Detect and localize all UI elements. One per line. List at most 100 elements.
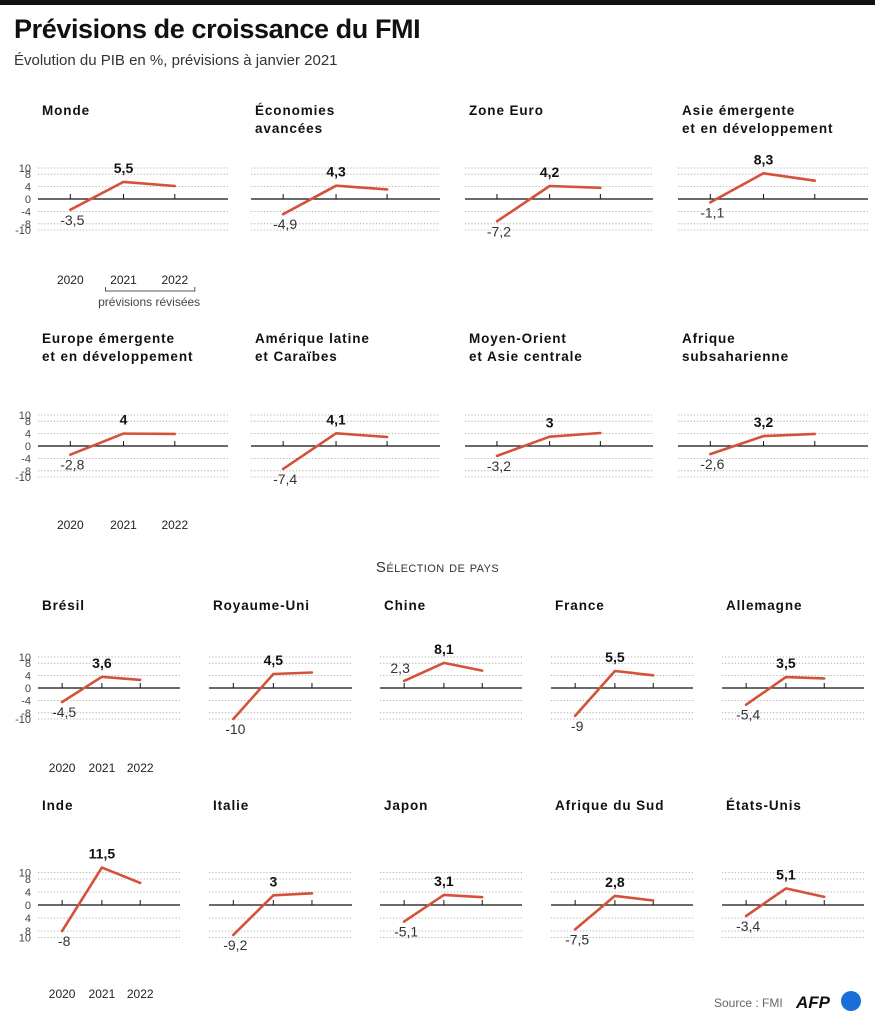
x-tick-label: 2022: [161, 273, 188, 287]
y-tick-label: -4: [21, 453, 31, 465]
chart-title-line: et en développement: [682, 121, 833, 136]
y-tick-label: 4: [25, 429, 31, 441]
y-tick-label: 4: [25, 671, 31, 683]
series-line: [60, 675, 142, 704]
chart-title-line: Inde: [42, 798, 73, 813]
source-note: Source : FMI: [714, 996, 783, 1010]
y-tick-label: 10: [19, 163, 31, 175]
series-line: [495, 184, 602, 223]
chart-title-line: et Asie centrale: [469, 349, 583, 364]
data-label: 8,3: [754, 151, 774, 167]
data-label: 3,1: [434, 873, 454, 889]
y-tick-label: 8: [25, 169, 31, 181]
page-subtitle: Évolution du PIB en %, prévisions à janv…: [14, 52, 338, 69]
series-line: [60, 866, 142, 933]
x-tick-label: 2021: [89, 761, 116, 775]
y-tick-label: 0: [25, 441, 31, 453]
data-label: 3,5: [776, 655, 796, 671]
chart-title-line: subsaharienne: [682, 349, 789, 364]
data-label: 8,1: [434, 641, 454, 657]
afp-logo-circle: [841, 991, 861, 1011]
series-line: [69, 180, 177, 212]
data-label: 4,2: [540, 164, 560, 180]
chart-14: Italie -9,2 3: [209, 798, 352, 953]
chart-title-line: Chine: [384, 598, 426, 613]
y-tick-label: 0: [25, 683, 31, 695]
series-line: [573, 894, 655, 931]
y-tick-label: -8: [21, 708, 31, 720]
x-tick-label: 2021: [89, 987, 116, 1001]
data-label: 5,1: [776, 866, 796, 882]
data-label: -1,1: [700, 204, 724, 220]
data-label: -5,1: [394, 924, 418, 940]
y-tick-label: 4: [25, 913, 31, 925]
y-tick-label: 4: [25, 182, 31, 194]
data-label: -8: [58, 933, 71, 949]
data-label: 4,5: [264, 652, 284, 668]
data-label: -3,2: [487, 458, 511, 474]
x-tick-label: 2022: [127, 987, 154, 1001]
chart-3: Asie émergente et en développement -1,1 8,3: [678, 103, 868, 231]
data-label: -9,2: [223, 937, 247, 953]
y-tick-label: -8: [21, 466, 31, 478]
chart-title-line: France: [555, 598, 605, 613]
data-label: 3,6: [92, 655, 112, 671]
chart-title-line: et Caraïbes: [255, 349, 338, 364]
data-label: -4,5: [52, 704, 76, 720]
revised-note: prévisions révisées: [98, 295, 200, 309]
data-label: 11,5: [89, 846, 116, 862]
chart-title-line: et en développement: [42, 349, 193, 364]
y-tick-label: 0: [25, 900, 31, 912]
chart-12: Allemagne -5,4 3,5: [722, 598, 864, 723]
series-line: [69, 432, 177, 457]
chart-title-line: Monde: [42, 103, 90, 118]
chart-11: France -9 5,5: [551, 598, 693, 734]
y-tick-label: 10: [19, 652, 31, 664]
series-line: [708, 172, 817, 204]
series-line: [281, 184, 389, 216]
y-tick-label: 8: [25, 416, 31, 428]
chart-17: États-Unis -3,4 5,1: [722, 798, 864, 938]
series-line: [232, 891, 314, 937]
chart-title-line: Europe émergente: [42, 331, 175, 346]
top-bar: [0, 0, 875, 5]
data-label: 5,5: [114, 160, 134, 176]
x-tick-label: 2021: [110, 273, 137, 287]
data-label: -2,8: [60, 457, 84, 473]
data-label: 4: [120, 412, 128, 428]
series-line: [281, 431, 389, 471]
chart-title-line: avancées: [255, 121, 323, 136]
chart-title-line: Amérique latine: [255, 331, 370, 346]
y-tick-label: -4: [21, 695, 31, 707]
x-tick-label: 2020: [57, 518, 84, 532]
chart-title-line: Économies: [255, 103, 335, 118]
y-tick-label: 8: [25, 658, 31, 670]
data-label: 2,8: [605, 874, 625, 890]
data-label: 3: [269, 873, 277, 889]
chart-title-line: Zone Euro: [469, 103, 544, 118]
x-tick-label: 2020: [49, 761, 76, 775]
y-tick-label: 10: [19, 868, 31, 880]
x-tick-label: 2020: [49, 987, 76, 1001]
data-label: -7,5: [565, 931, 589, 947]
data-label: -4,9: [273, 216, 297, 232]
y-tick-label: -10: [15, 225, 31, 237]
data-label: 3: [546, 415, 554, 431]
chart-title-line: Italie: [213, 798, 249, 813]
y-tick-label: -10: [15, 714, 31, 726]
series-line: [232, 671, 314, 721]
series-line: [495, 431, 602, 458]
x-tick-label: 2022: [161, 518, 188, 532]
data-label: -2,6: [700, 456, 724, 472]
section-title-countries: Sélection de pays: [375, 559, 500, 576]
y-tick-label: 8: [25, 874, 31, 886]
series-line: [573, 669, 655, 718]
chart-title-line: Moyen-Orient: [469, 331, 567, 346]
chart-1: Économies avancées -4,9 4,3: [251, 103, 440, 232]
y-tick-label: 10: [19, 933, 31, 945]
data-label: -10: [225, 721, 245, 737]
data-label: -9: [571, 718, 584, 734]
chart-title-line: Brésil: [42, 598, 85, 613]
